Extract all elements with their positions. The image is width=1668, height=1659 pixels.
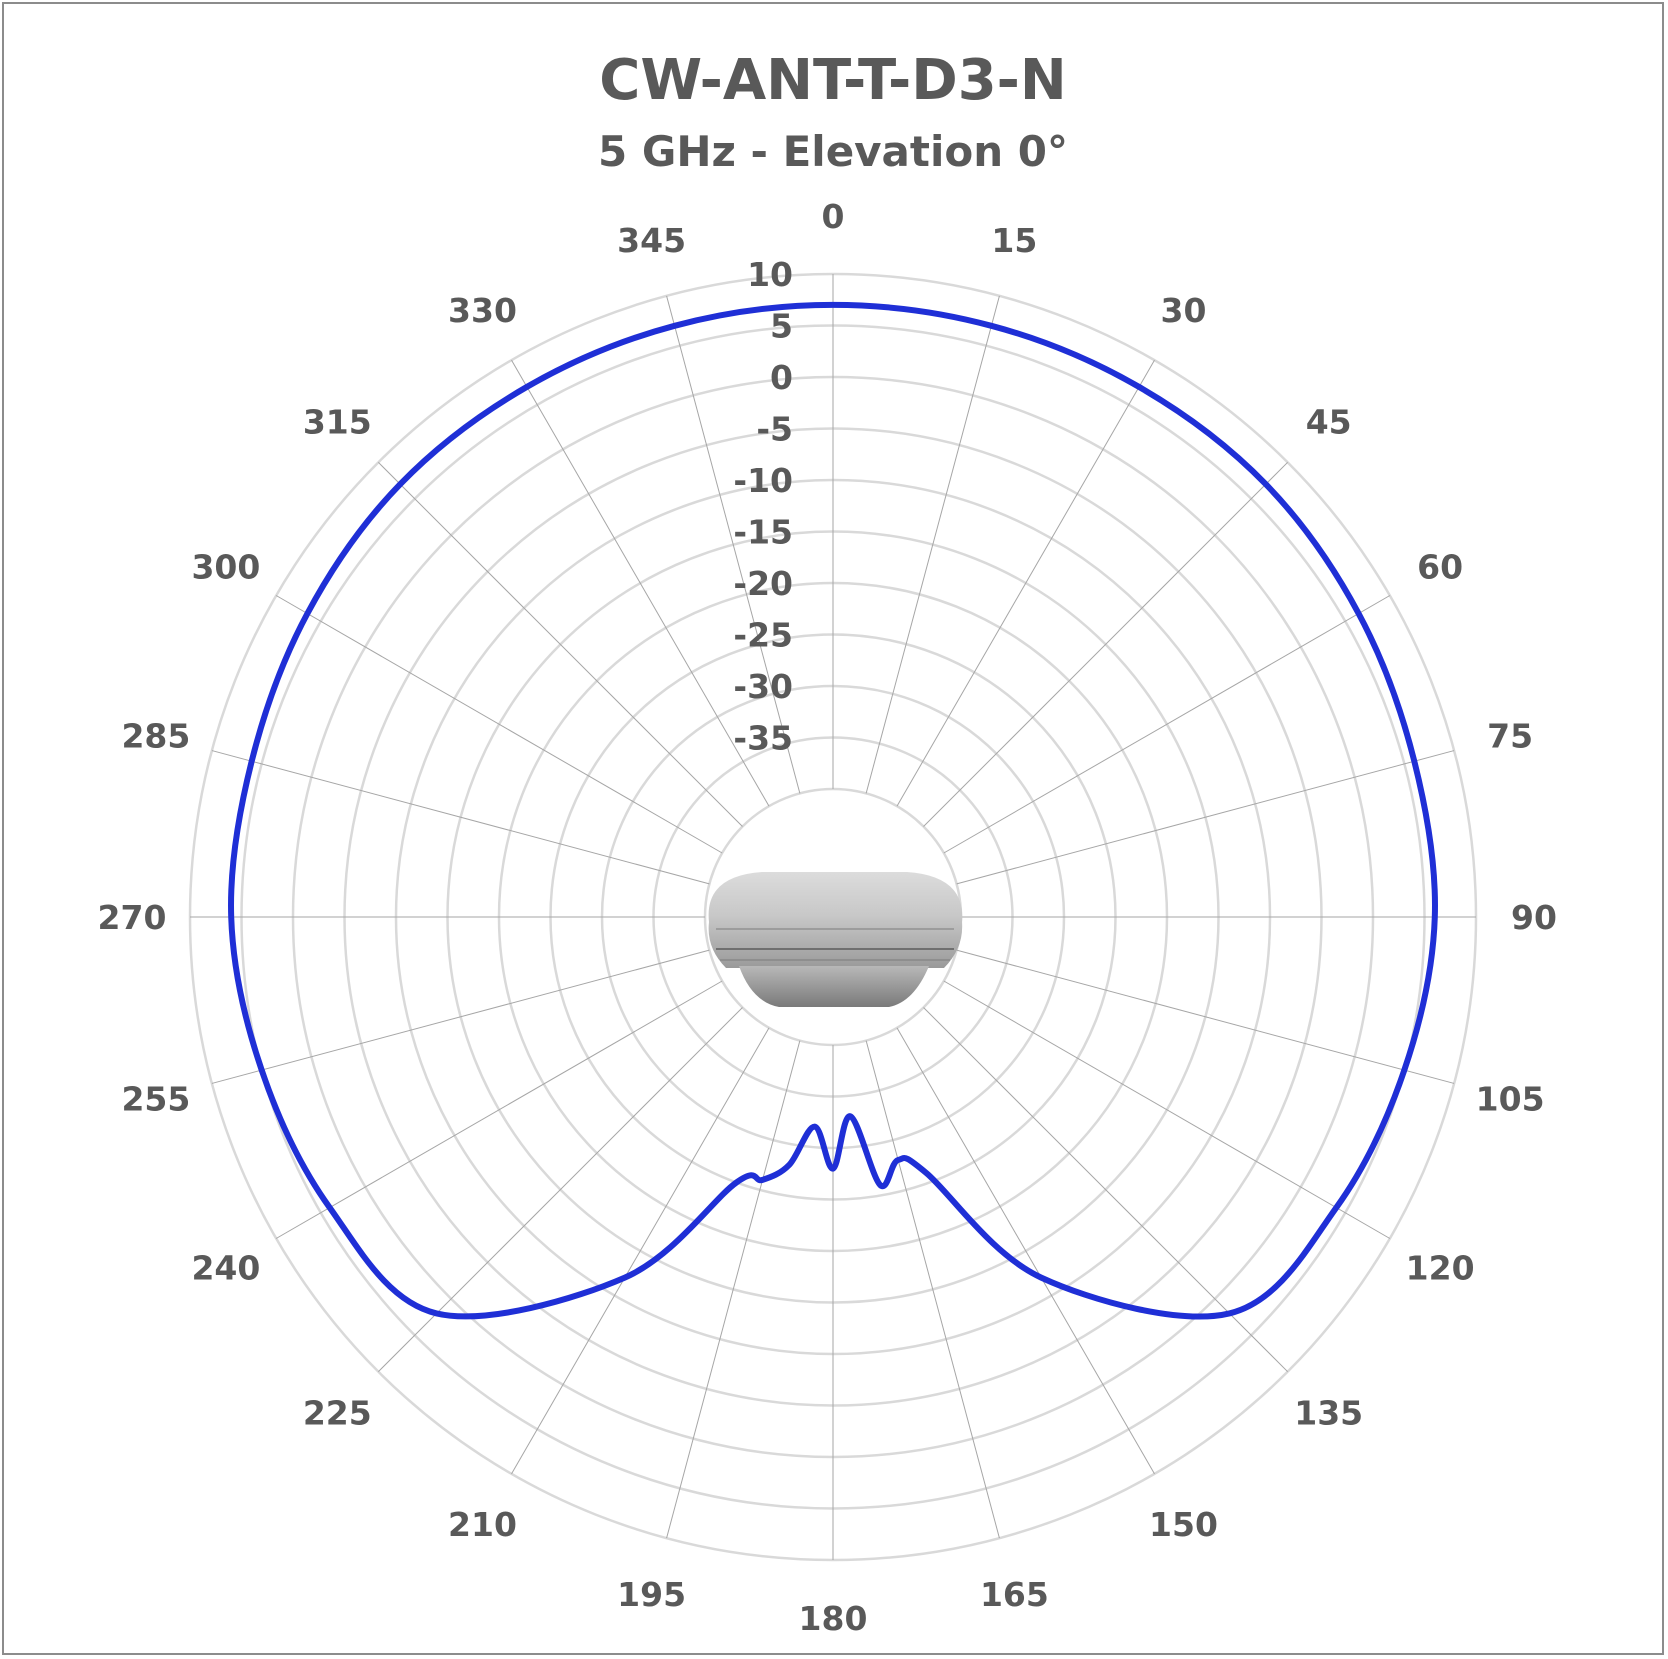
angle-label: 240 [191, 1249, 260, 1288]
radial-label: -20 [733, 564, 793, 603]
angle-label: 135 [1294, 1394, 1363, 1433]
series-layer [228, 301, 1438, 1320]
grid-spoke [865, 1040, 1000, 1539]
grid-spoke [956, 949, 1455, 1084]
chart-title: CW-ANT-T-D3-N [599, 48, 1067, 113]
angle-label: 120 [1406, 1249, 1475, 1288]
angle-label: 195 [617, 1575, 686, 1614]
angle-label: 180 [799, 1599, 868, 1638]
grid-spoke [923, 461, 1289, 827]
angle-label: 345 [617, 221, 686, 260]
angle-label: 60 [1417, 548, 1463, 587]
grid-spoke [923, 1007, 1289, 1373]
angle-label: 0 [822, 197, 845, 236]
angle-label: 165 [980, 1575, 1049, 1614]
radial-label: 5 [770, 307, 793, 346]
radial-label: 0 [770, 358, 793, 397]
angle-label: 45 [1306, 402, 1352, 441]
grid-spoke [896, 1027, 1155, 1475]
angle-label: 75 [1487, 717, 1533, 756]
angle-labels: 0153045607590105120135150165180195210225… [98, 197, 1557, 1638]
angle-label: 15 [991, 221, 1037, 260]
grid-spoke [865, 295, 1000, 794]
grid-spoke [666, 295, 801, 794]
radial-label: -15 [733, 513, 793, 552]
grid-spoke [666, 1040, 801, 1539]
angle-label: 30 [1161, 291, 1207, 330]
antenna-device-image [708, 872, 963, 1007]
grid-spoke [211, 750, 710, 885]
grid-spoke [377, 1007, 743, 1373]
angle-label: 210 [448, 1505, 517, 1544]
grid-spoke [943, 595, 1391, 854]
angle-label: 330 [448, 291, 517, 330]
radial-label: -5 [756, 410, 793, 449]
radial-label: -35 [733, 719, 793, 758]
radial-label: -10 [733, 461, 793, 500]
grid-spoke [511, 359, 770, 807]
angle-label: 255 [121, 1079, 190, 1118]
angle-label: 150 [1149, 1505, 1218, 1544]
angle-label: 105 [1476, 1079, 1545, 1118]
grid-spoke [275, 980, 723, 1239]
grid-spoke [943, 980, 1391, 1239]
radial-label: -30 [733, 667, 793, 706]
chart-subtitle: 5 GHz - Elevation 0° [598, 127, 1068, 176]
angle-label: 270 [98, 898, 167, 937]
grid-spoke [956, 750, 1455, 885]
angle-label: 225 [303, 1394, 372, 1433]
series-line [228, 301, 1438, 1320]
radial-labels: 10 5 0 -5 -10 -15 -20 -25 -30 -35 [733, 255, 793, 758]
angle-label: 90 [1511, 898, 1557, 937]
radial-label: 10 [747, 255, 793, 294]
grid-spoke [511, 1027, 770, 1475]
angle-label: 285 [121, 717, 190, 756]
radial-label: -25 [733, 616, 793, 655]
grid-spoke [377, 461, 743, 827]
grid-spoke [211, 949, 710, 1084]
grid-spoke [275, 595, 723, 854]
grid-spoke [896, 359, 1155, 807]
angle-label: 315 [303, 402, 372, 441]
angle-label: 300 [191, 548, 260, 587]
polar-chart: CW-ANT-T-D3-N 5 GHz - Elevation 0° [98, 48, 1557, 1638]
